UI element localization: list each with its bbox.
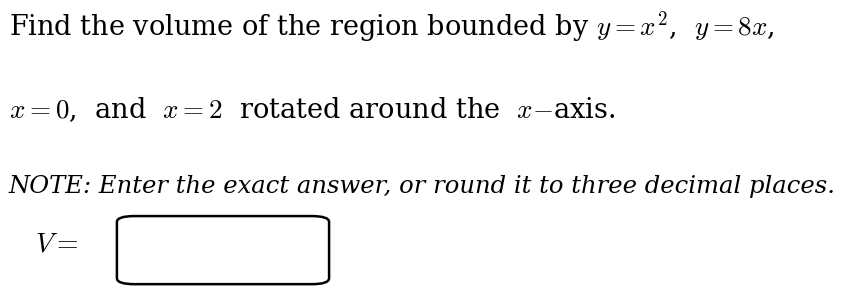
Text: NOTE: Enter the exact answer, or round it to three decimal places.: NOTE: Enter the exact answer, or round i… xyxy=(9,175,836,198)
FancyBboxPatch shape xyxy=(117,216,329,284)
Text: Find the volume of the region bounded by $y = x^2$,  $y = 8x$,: Find the volume of the region bounded by… xyxy=(9,9,774,45)
Text: $V =$: $V =$ xyxy=(35,231,84,258)
Text: $x = 0$,  and  $x = 2$  rotated around the  $x{-}$axis.: $x = 0$, and $x = 2$ rotated around the … xyxy=(9,95,615,124)
